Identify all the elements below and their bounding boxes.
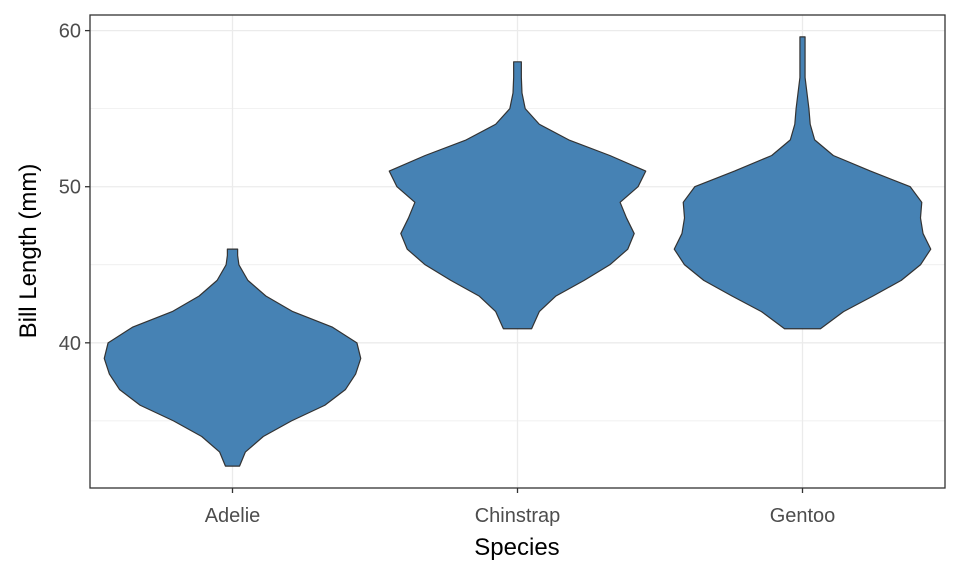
x-axis-title: Species — [474, 534, 559, 561]
y-axis-title: Bill Length (mm) — [15, 164, 42, 339]
violin-adelie — [103, 248, 362, 467]
x-tick-label: Adelie — [205, 505, 261, 527]
x-tick-label: Gentoo — [770, 505, 836, 527]
violin-gentoo — [673, 36, 932, 330]
violin-chinstrap — [388, 61, 647, 330]
y-tick-label: 40 — [59, 333, 81, 355]
y-axis: 40 50 60 — [59, 21, 90, 355]
x-tick-label: Chinstrap — [475, 505, 561, 527]
y-tick-label: 60 — [59, 21, 81, 43]
x-axis: Adelie Chinstrap Gentoo — [205, 488, 836, 527]
y-tick-label: 50 — [59, 177, 81, 199]
violins — [103, 36, 932, 467]
